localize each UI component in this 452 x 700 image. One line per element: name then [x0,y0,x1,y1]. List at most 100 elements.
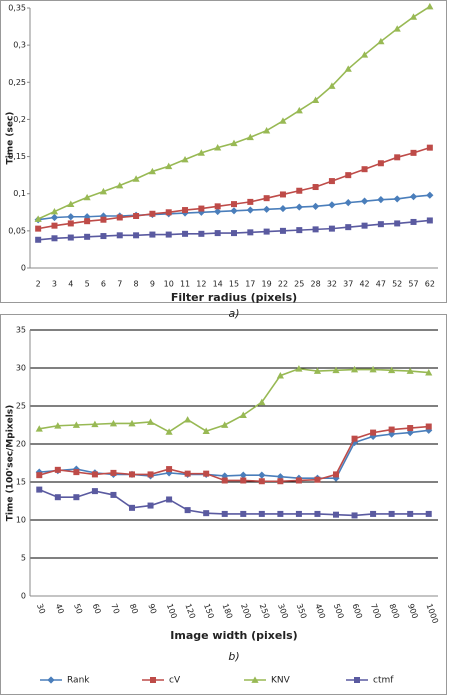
marker [149,231,156,238]
marker [351,512,358,519]
marker [148,167,156,175]
marker [84,233,91,240]
x-tick-label: 90 [146,602,158,615]
x-tick-label: 17 [245,280,255,289]
marker [110,469,117,476]
marker [425,423,432,430]
marker [129,504,135,511]
marker [110,491,117,498]
x-tick-label: 500 [332,602,346,619]
marker [295,365,303,372]
marker [166,496,173,503]
x-tick-label: 10 [164,280,174,289]
y-axis-title: Time (sec) [6,112,16,165]
marker [146,418,155,425]
marker [279,117,287,124]
y-tick-label: 5 [21,554,26,563]
marker [214,230,221,237]
x-tick-label: 70 [109,602,121,615]
marker [198,205,205,212]
x-tick-label: 22 [278,280,288,289]
marker [394,220,401,227]
marker [50,207,59,215]
x-tick-label: 800 [387,602,401,619]
marker [91,488,98,495]
marker [279,227,286,234]
x-tick-label: 7 [117,280,122,289]
x-axis-title: Filter radius (pixels) [171,291,297,304]
marker [214,207,222,216]
x-tick-label: 40 [54,602,66,615]
y-tick-label: 15 [16,478,26,487]
marker [388,366,396,374]
marker [147,471,154,478]
marker [203,470,210,477]
x-tick-label: 14 [213,280,223,289]
y-tick-label: 0 [21,264,26,273]
marker [165,428,173,435]
x-tick-label: 300 [276,602,290,619]
marker [258,510,265,517]
marker [409,193,418,201]
x-axis-title: Image width (pixels) [170,629,297,642]
x-tick-label: 47 [376,280,386,289]
marker [34,215,42,222]
x-tick-label: 900 [406,602,420,619]
x-tick-label: 6 [101,280,106,289]
marker [67,213,75,221]
marker [132,175,140,182]
x-tick-label: 600 [350,602,364,619]
marker [50,213,59,222]
x-tick-label: 1000 [424,602,439,624]
legend-label: KNV [271,676,291,686]
marker [369,432,377,440]
x-tick-label: 32 [327,280,337,289]
x-tick-label: 60 [91,602,103,615]
marker [295,106,303,114]
marker [377,196,385,204]
marker [344,65,352,72]
marker [409,13,418,20]
marker [350,365,359,373]
y-tick-label: 30 [16,364,26,373]
series-line [39,367,429,433]
marker [129,471,135,478]
marker [35,236,42,243]
y-tick-label: 0,2 [13,115,26,124]
x-tick-label: 350 [295,602,309,619]
x-tick-label: 62 [425,280,435,289]
marker [109,419,118,427]
x-tick-label: 250 [258,602,272,619]
x-tick-label: 4 [68,280,73,289]
marker [312,96,320,103]
marker [67,200,75,207]
marker [333,471,339,478]
marker [231,230,237,237]
marker [332,366,340,374]
marker [345,224,352,231]
marker [377,160,384,167]
marker [221,510,228,517]
marker [258,471,266,479]
y-tick-label: 0,05 [8,226,26,235]
marker [344,199,352,207]
marker [328,201,336,209]
marker [279,191,286,198]
marker [425,368,433,376]
marker [360,197,369,205]
marker [150,677,156,683]
series-line [38,488,429,517]
y-axis-title: Time (100'sec/Mpixels) [6,405,16,522]
marker [184,470,191,477]
marker [263,205,271,213]
marker [133,213,140,219]
marker [203,510,210,517]
x-tick-label: 37 [343,280,353,289]
marker [258,478,265,485]
marker [240,477,247,484]
y-tick-label: 10 [16,516,26,525]
x-tick-label: 11 [180,280,190,289]
x-tick-label: 15 [229,280,239,289]
x-tick-label: 100 [165,602,179,619]
marker [394,154,401,161]
